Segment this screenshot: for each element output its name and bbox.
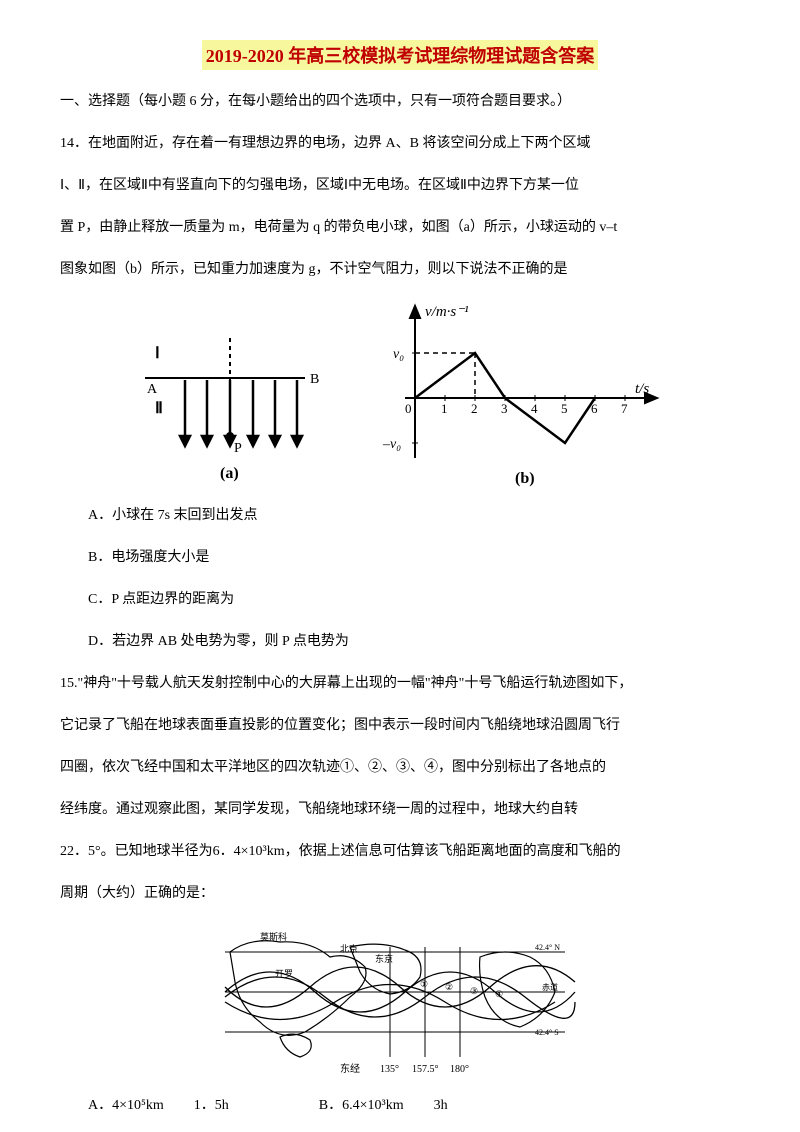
city-tokyo: 东京	[375, 953, 393, 964]
q15-stem-line-1: 15."神舟"十号载人航天发射控制中心的大屏幕上出现的一幅"神舟"十号飞船运行轨…	[60, 670, 740, 698]
fig-a-caption: (a)	[220, 465, 239, 482]
q15-option-b-1: B．6.4×10³km	[319, 1092, 404, 1120]
neg-v0-label: –v₀	[382, 437, 401, 452]
label-A: A	[147, 382, 158, 397]
lon-label-0: 东经	[340, 1062, 360, 1075]
title-wrap: 2019-2020 年高三校模拟考试理综物理试题含答案	[60, 40, 740, 88]
track-4: ④	[495, 989, 503, 999]
document-title: 2019-2020 年高三校模拟考试理综物理试题含答案	[202, 40, 599, 70]
fig-b-caption: (b)	[515, 470, 535, 487]
q15-stem-line-3: 四圈，依次飞经中国和太平洋地区的四次轨迹①、②、③、④，图中分别标出了各地点的	[60, 754, 740, 782]
q15-options-row: A．4×10⁵km 1．5h B．6.4×10³km 3h	[88, 1092, 740, 1120]
axes	[405, 306, 657, 458]
label-P: P	[234, 441, 242, 456]
q14-option-b: B．电场强度大小是	[88, 544, 740, 572]
lat-eq: 赤道	[542, 982, 558, 992]
field-arrows	[180, 380, 302, 446]
tick-5: 5	[561, 401, 568, 416]
tick-0: 0	[405, 401, 412, 416]
track-3: ③	[470, 986, 478, 996]
tick-7: 7	[621, 401, 628, 416]
q14-stem-line-1: 14．在地面附近，存在着一有理想边界的电场，边界 A、B 将该空间分成上下两个区…	[60, 130, 740, 158]
page: 2019-2020 年高三校模拟考试理综物理试题含答案 一、选择题（每小题 6 …	[0, 0, 800, 1132]
q14-figure-row: Ⅰ A B Ⅱ P (a)	[60, 298, 740, 488]
q15-map-figure: 莫斯科 北京 东京 开罗 42.4° N 赤道 42.4° S ① ② ③ ④ …	[220, 922, 580, 1082]
label-region-2: Ⅱ	[155, 400, 163, 417]
v0-label: v₀	[393, 347, 404, 362]
label-region-1: Ⅰ	[155, 345, 160, 362]
q14-figure-a: Ⅰ A B Ⅱ P (a)	[135, 318, 325, 488]
tick-2: 2	[471, 401, 478, 416]
q15-option-a-2: 1．5h	[194, 1092, 229, 1120]
lon-label-1: 135°	[380, 1064, 399, 1075]
q14-figure-b: v/m·s⁻¹ t/s 0 1 2 3 4 5 6 7 v₀ –v₀	[365, 298, 665, 488]
q14-stem-line-2: Ⅰ、Ⅱ，在区域Ⅱ中有竖直向下的匀强电场，区域Ⅰ中无电场。在区域Ⅱ中边界下方某一位	[60, 172, 740, 200]
point-p	[226, 432, 234, 440]
lat-n: 42.4° N	[535, 943, 560, 952]
lat-s: 42.4° S	[535, 1028, 559, 1037]
city-cairo: 开罗	[275, 969, 293, 979]
q14-option-d: D．若边界 AB 处电势为零，则 P 点电势为	[88, 628, 740, 656]
lon-label-3: 180°	[450, 1064, 469, 1075]
q15-stem-line-2: 它记录了飞船在地球表面垂直投影的位置变化；图中表示一段时间内飞船绕地球沿圆周飞行	[60, 712, 740, 740]
q15-option-b-2: 3h	[434, 1092, 448, 1120]
q14-stem-line-4: 图象如图（b）所示，已知重力加速度为 g，不计空气阻力，则以下说法不正确的是	[60, 256, 740, 284]
q15-option-a-1: A．4×10⁵km	[88, 1092, 164, 1120]
label-B: B	[310, 372, 319, 387]
lon-label-2: 157.5°	[412, 1064, 439, 1075]
q14-stem-line-3: 置 P，由静止释放一质量为 m，电荷量为 q 的带负电小球，如图（a）所示，小球…	[60, 214, 740, 242]
city-moscow: 莫斯科	[260, 931, 287, 942]
q14-option-c: C．P 点距边界的距离为	[88, 586, 740, 614]
tick-3: 3	[501, 401, 508, 416]
track-1: ①	[420, 979, 428, 989]
city-beijing: 北京	[340, 943, 358, 954]
x-axis-label: t/s	[635, 381, 649, 397]
section-instruction: 一、选择题（每小题 6 分，在每小题给出的四个选项中，只有一项符合题目要求。）	[60, 88, 740, 116]
track-2: ②	[445, 982, 453, 992]
q15-stem-line-4: 经纬度。通过观察此图，某同学发现，飞船绕地球环绕一周的过程中，地球大约自转	[60, 796, 740, 824]
q15-stem-line-6: 周期（大约）正确的是：	[60, 880, 740, 908]
tick-1: 1	[441, 401, 448, 416]
q15-figure-wrap: 莫斯科 北京 东京 开罗 42.4° N 赤道 42.4° S ① ② ③ ④ …	[60, 922, 740, 1082]
x-ticks: 0 1 2 3 4 5 6 7	[405, 401, 628, 416]
tick-4: 4	[531, 401, 538, 416]
q14-option-a: A．小球在 7s 末回到出发点	[88, 502, 740, 530]
q15-stem-line-5: 22．5°。已知地球半径为6．4×10³km，依据上述信息可估算该飞船距离地面的…	[60, 838, 740, 866]
y-axis-label: v/m·s⁻¹	[425, 304, 469, 320]
